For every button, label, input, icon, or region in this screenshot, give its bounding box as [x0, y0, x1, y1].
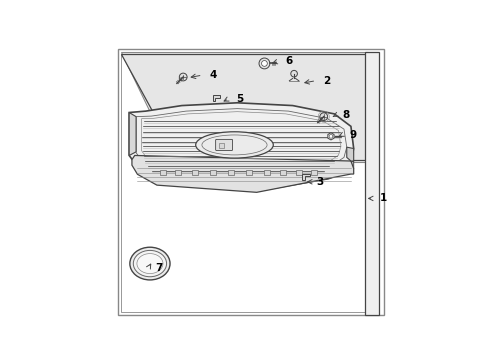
Text: 2: 2 [323, 76, 330, 86]
Bar [175, 170, 181, 175]
Bar [296, 170, 302, 175]
Text: 7: 7 [155, 263, 163, 273]
Circle shape [291, 71, 297, 77]
Polygon shape [347, 147, 354, 161]
Ellipse shape [137, 253, 163, 274]
Polygon shape [121, 51, 368, 162]
Polygon shape [121, 54, 370, 159]
Text: 5: 5 [236, 94, 243, 104]
Bar [210, 170, 216, 175]
Bar [311, 170, 317, 175]
Polygon shape [129, 103, 354, 185]
Text: 3: 3 [316, 177, 323, 187]
Bar [264, 170, 270, 175]
Polygon shape [213, 95, 220, 101]
Text: 1: 1 [380, 193, 387, 203]
Bar [192, 170, 197, 175]
Text: 4: 4 [210, 70, 217, 80]
Circle shape [259, 58, 270, 69]
Bar [160, 170, 166, 175]
Text: 6: 6 [286, 56, 293, 66]
Ellipse shape [130, 247, 170, 280]
Circle shape [262, 60, 268, 66]
Polygon shape [121, 54, 365, 312]
Polygon shape [132, 156, 354, 192]
Ellipse shape [196, 132, 273, 158]
Polygon shape [328, 133, 334, 140]
Polygon shape [302, 174, 310, 180]
Bar [280, 170, 286, 175]
Bar [219, 143, 224, 148]
Circle shape [329, 135, 333, 138]
Bar [227, 170, 234, 175]
Ellipse shape [133, 251, 167, 277]
Polygon shape [129, 112, 136, 156]
Bar [365, 51, 379, 315]
Polygon shape [257, 161, 354, 192]
Circle shape [179, 73, 187, 81]
Text: 9: 9 [349, 130, 357, 140]
Text: 8: 8 [343, 110, 350, 120]
Bar [245, 170, 252, 175]
FancyBboxPatch shape [216, 139, 233, 150]
Circle shape [320, 113, 328, 121]
